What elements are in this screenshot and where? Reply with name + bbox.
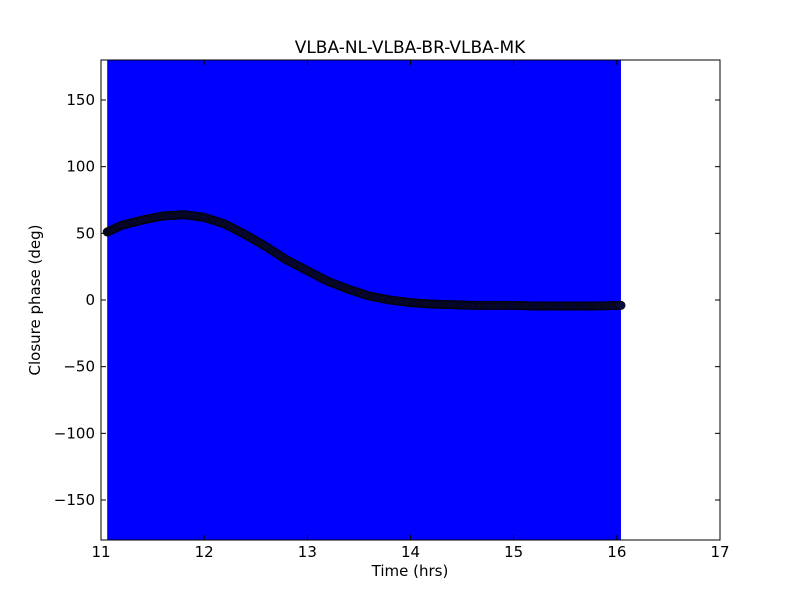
x-tick-label: 11	[91, 543, 110, 561]
x-tick-label: 15	[504, 543, 523, 561]
y-tick-label: −100	[54, 424, 95, 442]
x-tick-label: 14	[401, 543, 420, 561]
x-tick-label: 13	[298, 543, 317, 561]
x-axis-label: Time (hrs)	[371, 562, 449, 580]
y-tick-label: 50	[76, 224, 95, 242]
chart-title: VLBA-NL-VLBA-BR-VLBA-MK	[295, 38, 526, 58]
y-tick-label: −50	[63, 358, 95, 376]
y-tick-label: −150	[54, 491, 95, 509]
y-tick-label: 0	[85, 291, 95, 309]
data-point	[616, 300, 626, 310]
error-band	[107, 60, 621, 540]
error-band-layer	[107, 60, 621, 540]
series-layer	[102, 210, 626, 311]
tick-layer: 11 12 13 14 15 16 17 −150 −100 −50 0 50 100 150	[54, 60, 730, 561]
x-tick-label: 16	[607, 543, 626, 561]
x-tick-label: 12	[195, 543, 214, 561]
y-tick-label: 150	[66, 91, 95, 109]
x-tick-label: 17	[710, 543, 729, 561]
y-tick-label: 100	[66, 158, 95, 176]
y-axis-label: Closure phase (deg)	[26, 225, 44, 376]
